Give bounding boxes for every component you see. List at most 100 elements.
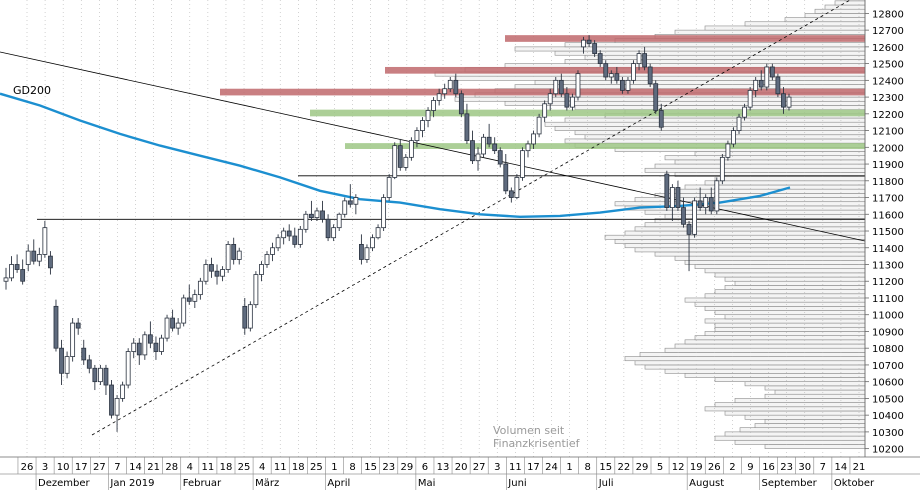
volume-bar: [744, 414, 866, 420]
candle-body: [70, 322, 76, 357]
candle-body: [747, 89, 753, 108]
candle: [570, 93, 575, 111]
candle: [681, 197, 686, 228]
month-label: September: [762, 478, 818, 489]
y-tick-label: 11700: [872, 194, 904, 205]
candle: [753, 77, 759, 98]
candle-body: [653, 83, 659, 111]
candle: [614, 66, 620, 84]
y-tick-label: 10500: [872, 394, 904, 405]
month-label: August: [689, 478, 724, 489]
candle-body: [36, 254, 42, 262]
resistance-zone: [220, 88, 865, 96]
month-label: April: [327, 478, 350, 489]
candle-body: [309, 213, 314, 219]
x-tick-label: 11: [274, 462, 287, 473]
candle-body: [575, 73, 581, 98]
candle-body: [331, 227, 337, 239]
grid-lines: [26, 0, 860, 457]
candle: [420, 117, 425, 138]
y-tick-label: 12200: [872, 110, 904, 121]
x-tick-label: 24: [545, 462, 558, 473]
candle: [309, 200, 314, 221]
volume-bar: [834, 0, 866, 6]
candle: [386, 174, 392, 201]
candle: [247, 301, 253, 332]
candle-body: [392, 145, 398, 178]
candle: [497, 147, 503, 168]
candle-body: [64, 356, 70, 374]
x-tick-label: 8: [585, 462, 591, 473]
candle-body: [120, 384, 126, 399]
x-tick-label: 26: [21, 462, 34, 473]
volume-bar: [764, 393, 866, 399]
volume-bar: [694, 264, 866, 269]
candle: [270, 242, 275, 262]
volume-bar: [714, 289, 866, 295]
y-tick-label: 10600: [872, 378, 904, 389]
candle: [697, 187, 703, 211]
x-tick-label: 14: [835, 462, 848, 473]
candle-body: [442, 88, 448, 95]
candle-body: [114, 398, 120, 416]
month-label: Februar: [183, 478, 222, 489]
candle: [636, 50, 642, 71]
candle: [764, 63, 770, 91]
candle: [209, 257, 214, 278]
volume-bar: [724, 410, 866, 416]
candle: [381, 194, 387, 232]
candle-body: [758, 79, 764, 88]
y-tick-label: 11400: [872, 244, 904, 255]
candle-body: [503, 163, 509, 192]
candle: [514, 174, 520, 200]
candle: [675, 180, 681, 211]
candle-body: [492, 143, 498, 152]
candle-body: [753, 79, 759, 91]
x-tick-label: 16: [762, 462, 775, 473]
candle: [542, 100, 548, 123]
candle: [303, 210, 309, 233]
candle: [736, 113, 742, 134]
x-tick-label: 19: [690, 462, 703, 473]
volume-bar: [814, 8, 866, 14]
x-tick-label: 13: [437, 462, 450, 473]
candle-body: [681, 207, 686, 225]
candle: [703, 194, 709, 215]
candle: [320, 200, 325, 223]
candle-body: [264, 254, 270, 265]
candle-body: [286, 230, 292, 237]
candle: [669, 184, 675, 221]
volume-bar: [754, 423, 866, 429]
candle: [653, 80, 659, 114]
candle: [408, 137, 414, 161]
volume-bar: [574, 105, 866, 110]
x-tick-label: 4: [187, 462, 193, 473]
candle: [103, 364, 109, 396]
candle-body: [381, 197, 387, 229]
candle-body: [20, 269, 26, 282]
candle: [581, 36, 586, 54]
candle-body: [714, 180, 720, 212]
candle-body: [186, 297, 192, 302]
candle-body: [170, 317, 175, 329]
candle: [370, 234, 375, 252]
candle-body: [697, 200, 703, 208]
candle: [86, 354, 92, 374]
candle-body: [497, 150, 503, 165]
candle-body: [3, 277, 9, 282]
candle-body: [247, 304, 253, 329]
volume-bar: [684, 339, 866, 345]
candle-body: [9, 264, 14, 279]
candle-body: [242, 305, 248, 329]
candle: [109, 379, 114, 419]
candle: [625, 77, 631, 94]
candle: [786, 93, 792, 111]
x-tick-label: 21: [853, 462, 866, 473]
x-tick-label: 28: [165, 462, 178, 473]
candle-series: [3, 35, 792, 432]
candle-body: [692, 200, 697, 235]
candle-body: [359, 244, 364, 260]
candle: [564, 87, 570, 111]
candle-body: [664, 173, 670, 208]
